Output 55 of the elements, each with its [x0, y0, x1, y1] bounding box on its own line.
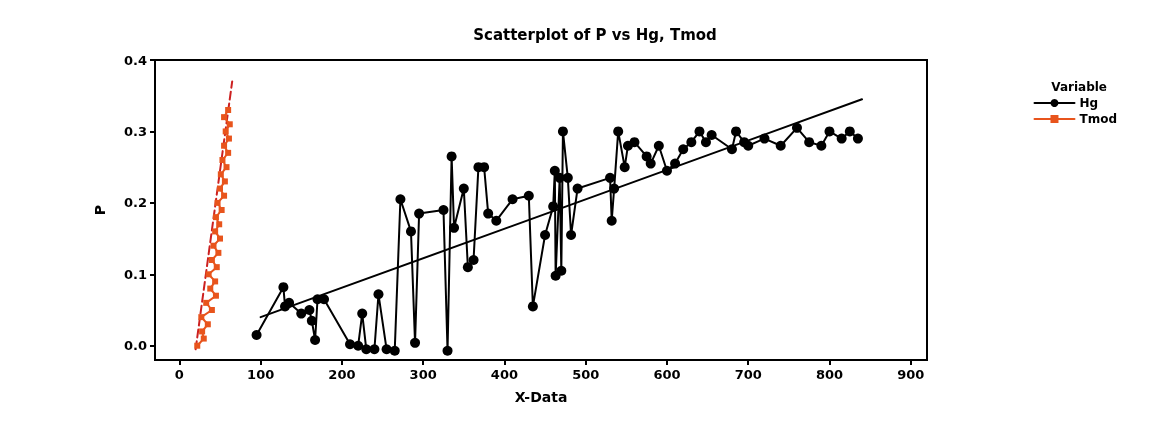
point: [225, 149, 232, 156]
point: [225, 135, 232, 142]
x-tick-label: 100: [247, 367, 275, 382]
x-tick-label: 300: [409, 367, 437, 382]
y-tick-label: 0.0: [123, 338, 147, 354]
point: [216, 221, 223, 228]
point: [217, 171, 224, 178]
point: [212, 214, 219, 221]
chart-title: Scatterplot of P vs Hg, Tmod: [473, 25, 717, 44]
point: [221, 142, 228, 149]
x-tick-label: 700: [734, 367, 762, 382]
x-axis-title: X-Data: [514, 389, 568, 405]
point: [218, 207, 225, 213]
point: [223, 164, 230, 171]
point: [217, 235, 224, 242]
y-tick-label: 0.4: [123, 52, 147, 68]
point: [208, 257, 215, 263]
x-tick-label: 200: [328, 367, 356, 382]
point: [212, 292, 219, 299]
point: [199, 328, 206, 335]
y-tick-label: 0.2: [123, 195, 147, 211]
point: [215, 249, 222, 256]
x-tick-label: 0: [174, 367, 184, 382]
point: [208, 307, 215, 313]
point: [213, 264, 220, 271]
point: [203, 299, 210, 306]
point: [204, 321, 211, 328]
point: [207, 285, 214, 292]
point: [221, 192, 228, 199]
x-tick-label: 500: [572, 367, 600, 382]
point: [212, 228, 219, 235]
point: [217, 185, 224, 192]
point: [225, 107, 232, 113]
point: [200, 335, 207, 342]
point: [212, 278, 219, 285]
point: [221, 178, 228, 185]
point: [222, 128, 229, 135]
point: [221, 114, 228, 121]
y-tick-label: 0.3: [123, 123, 147, 139]
legend-label: Hg: [1079, 96, 1099, 110]
y-tick-label: 0.1: [123, 266, 147, 282]
y-axis-title: P: [92, 204, 108, 216]
x-tick-label: 800: [815, 367, 844, 382]
x-tick-label: 600: [653, 367, 681, 382]
point: [210, 242, 217, 249]
point: [226, 121, 233, 128]
legend-label: Tmod: [1079, 112, 1118, 126]
legend-title: Variable: [1051, 80, 1107, 94]
point: [194, 342, 201, 349]
point: [219, 157, 226, 163]
point: [198, 314, 205, 321]
point: [205, 271, 212, 278]
x-tick-label: 900: [897, 367, 925, 382]
x-tick-label: 400: [490, 367, 518, 382]
point: [214, 199, 221, 206]
